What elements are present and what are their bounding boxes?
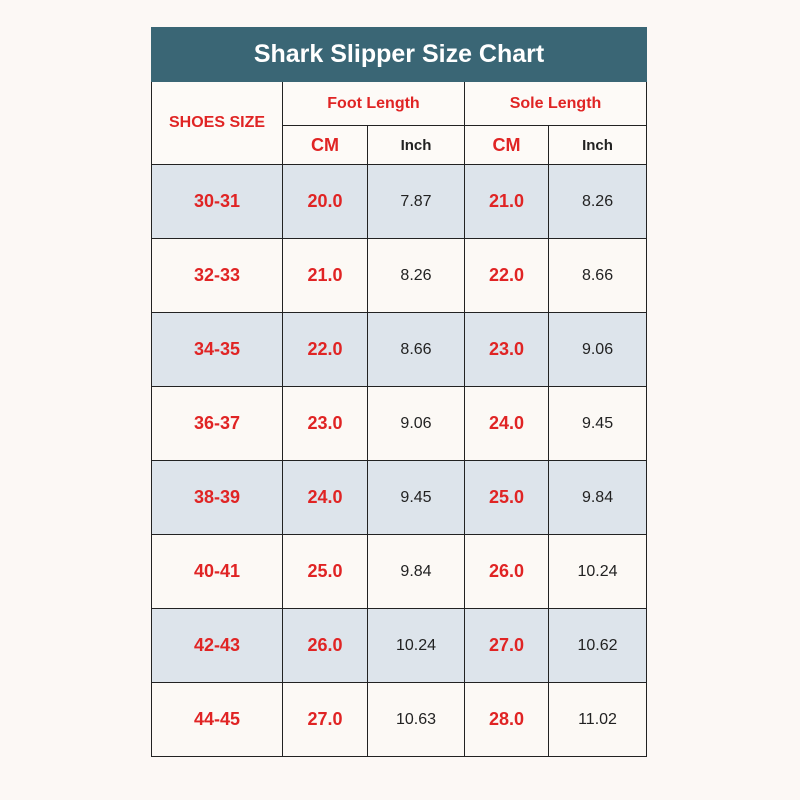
cell-foot-cm: 22.0 <box>282 312 368 387</box>
cell-sole-inch: 9.06 <box>547 312 648 387</box>
table-body: 30-31 20.0 7.87 21.0 8.26 32-33 21.0 8.26 22.0 8.… <box>151 164 648 757</box>
cell-foot-inch: 10.63 <box>367 682 465 757</box>
cell-shoes-size: 32-33 <box>151 238 283 313</box>
cell-sole-inch: 10.62 <box>547 608 648 683</box>
cell-foot-inch: 7.87 <box>367 164 465 239</box>
cell-shoes-size: 30-31 <box>151 164 283 239</box>
cell-foot-inch: 9.84 <box>367 534 465 609</box>
cell-shoes-size: 42-43 <box>151 608 283 683</box>
cell-sole-cm: 24.0 <box>464 386 549 461</box>
table-row: 42-43 26.0 10.24 27.0 10.62 <box>151 608 648 683</box>
cell-foot-cm: 24.0 <box>282 460 368 535</box>
table-row: 34-35 22.0 8.66 23.0 9.06 <box>151 312 648 387</box>
cell-sole-cm: 22.0 <box>464 238 549 313</box>
cell-foot-inch: 8.26 <box>367 238 465 313</box>
header-foot-cm: CM <box>282 125 368 165</box>
cell-sole-inch: 9.45 <box>547 386 648 461</box>
table-row: 36-37 23.0 9.06 24.0 9.45 <box>151 386 648 461</box>
cell-foot-inch: 8.66 <box>367 312 465 387</box>
table-row: 30-31 20.0 7.87 21.0 8.26 <box>151 164 648 239</box>
cell-sole-inch: 10.24 <box>547 534 648 609</box>
header-sole-cm: CM <box>464 125 549 165</box>
header-foot-length: Foot Length <box>282 81 465 126</box>
table-row: 32-33 21.0 8.26 22.0 8.66 <box>151 238 648 313</box>
cell-sole-cm: 26.0 <box>464 534 549 609</box>
table-row: 38-39 24.0 9.45 25.0 9.84 <box>151 460 648 535</box>
cell-foot-inch: 9.45 <box>367 460 465 535</box>
cell-sole-inch: 8.66 <box>547 238 648 313</box>
cell-sole-cm: 28.0 <box>464 682 549 757</box>
cell-sole-cm: 23.0 <box>464 312 549 387</box>
cell-foot-cm: 27.0 <box>282 682 368 757</box>
cell-shoes-size: 38-39 <box>151 460 283 535</box>
cell-foot-cm: 26.0 <box>282 608 368 683</box>
cell-sole-cm: 21.0 <box>464 164 549 239</box>
cell-sole-cm: 25.0 <box>464 460 549 535</box>
chart-title: Shark Slipper Size Chart <box>150 27 648 82</box>
cell-shoes-size: 44-45 <box>151 682 283 757</box>
cell-foot-cm: 21.0 <box>282 238 368 313</box>
cell-foot-inch: 9.06 <box>367 386 465 461</box>
size-chart-table: Shark Slipper Size Chart SHOES SIZE Foot… <box>150 27 648 757</box>
header-shoes-size: SHOES SIZE <box>151 81 283 165</box>
cell-sole-inch: 9.84 <box>547 460 648 535</box>
cell-foot-inch: 10.24 <box>367 608 465 683</box>
cell-sole-cm: 27.0 <box>464 608 549 683</box>
cell-foot-cm: 23.0 <box>282 386 368 461</box>
header-sole-length: Sole Length <box>463 81 648 126</box>
cell-shoes-size: 36-37 <box>151 386 283 461</box>
cell-shoes-size: 40-41 <box>151 534 283 609</box>
cell-sole-inch: 8.26 <box>547 164 648 239</box>
cell-foot-cm: 25.0 <box>282 534 368 609</box>
cell-foot-cm: 20.0 <box>282 164 368 239</box>
header-foot-inch: Inch <box>367 125 465 165</box>
cell-sole-inch: 11.02 <box>547 682 648 757</box>
table-row: 44-45 27.0 10.63 28.0 11.02 <box>151 682 648 757</box>
cell-shoes-size: 34-35 <box>151 312 283 387</box>
header-sole-inch: Inch <box>547 125 648 165</box>
table-row: 40-41 25.0 9.84 26.0 10.24 <box>151 534 648 609</box>
